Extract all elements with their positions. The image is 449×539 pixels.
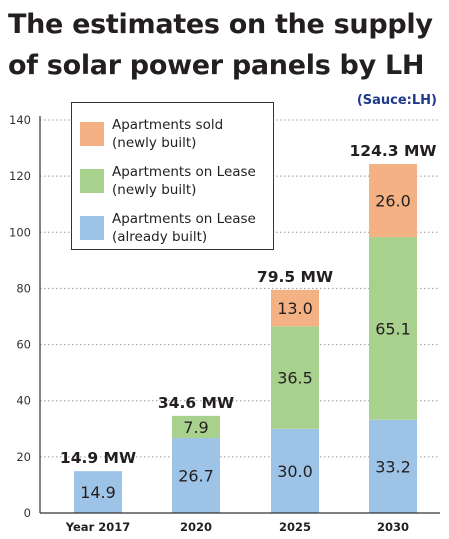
x-category-label: 2030 [377,520,409,534]
legend-swatch-lease-built [80,216,104,240]
bar-segment [172,438,220,513]
bar-segment [271,428,319,513]
y-tick-label: 60 [16,338,31,352]
legend-label-lease-built: Apartments on Lease (already built) [112,211,256,245]
legend-label-lease-new: Apartments on Lease (newly built) [112,164,256,198]
axes: 0 20 40 60 80 100 120 140 Year 2017 2020 2025 2030 [9,113,440,534]
bar-total-label: 14.9 MW [60,449,136,467]
bar-value-label: 26.0 [375,192,411,211]
bar-segment [271,289,319,327]
bar-value-label: 13.0 [277,299,313,318]
bar-segment [172,415,220,439]
bar-value-label: 30.0 [277,462,313,481]
legend-swatch-sold [80,122,104,146]
legend: Apartments sold (newly built) Apartments… [71,102,274,250]
legend-item-sold: Apartments sold (newly built) [80,116,223,152]
bar-segment [369,419,417,513]
bar-total-label: 34.6 MW [158,394,234,412]
x-category-label: 2020 [180,520,212,534]
chart-title-line-2: of solar power panels by LH [8,50,425,81]
bar-segment [271,326,319,429]
y-tick-label: 80 [16,281,31,295]
bar-value-label: 65.1 [375,319,411,338]
y-tick-label: 0 [24,506,31,520]
bar-value-label: 26.7 [178,467,214,486]
bar-segment [74,471,122,513]
bars: 14.9 14.9 MW 26.7 7.9 34.6 MW 30.0 36.5 13.0 79.… [60,142,437,513]
x-category-label: Year 2017 [65,520,131,534]
legend-item-lease-new: Apartments on Lease (newly built) [80,163,256,199]
y-tick-label: 120 [9,169,31,183]
source-note: (Sauce:LH) [356,93,437,108]
legend-swatch-lease-new [80,169,104,193]
chart-title: The estimates on the supply of solar pow… [8,4,444,86]
bar-total-label: 79.5 MW [257,268,333,286]
bar-value-label: 7.9 [183,418,208,437]
bar-value-label: 33.2 [375,457,411,476]
legend-label-sold: Apartments sold (newly built) [112,117,224,151]
bar-value-label: 36.5 [277,369,313,388]
bar-segment [369,237,417,420]
y-tick-label: 40 [16,394,31,408]
bar-value-label: 14.9 [80,483,116,502]
chart-title-line-1: The estimates on the supply [8,9,433,40]
y-tick-label: 100 [9,225,31,239]
y-tick-label: 140 [9,113,31,127]
legend-item-lease-built: Apartments on Lease (already built) [80,210,256,246]
bar-segment [369,164,417,238]
x-category-label: 2025 [279,520,311,534]
bar-total-label: 124.3 MW [350,142,437,160]
y-tick-label: 20 [16,450,31,464]
